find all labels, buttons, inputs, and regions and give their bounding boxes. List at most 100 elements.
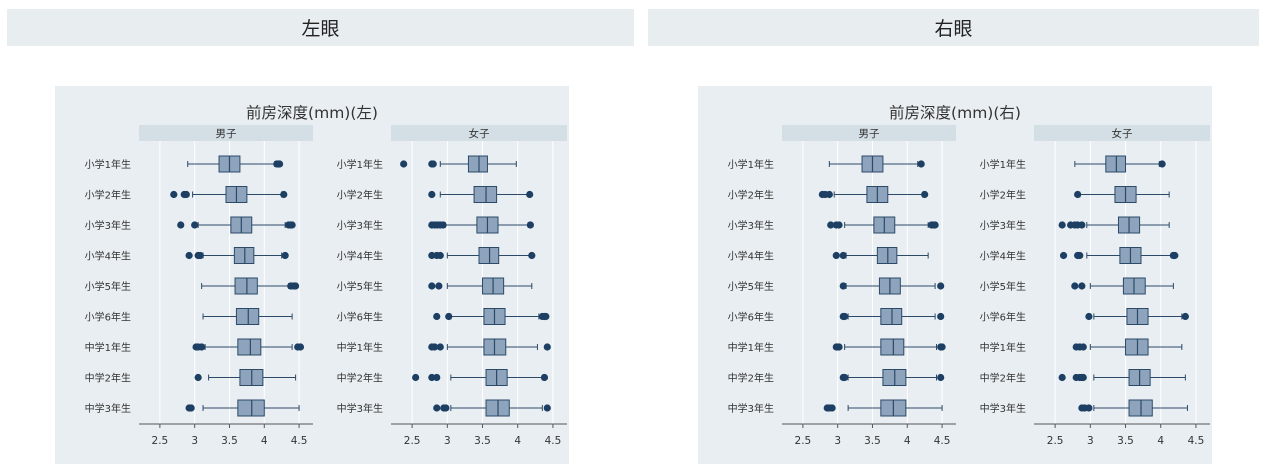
girls-category-label: 小学5年生 (980, 280, 1026, 293)
boys-panel-label: 男子 (859, 128, 880, 140)
boys-box-6 (202, 308, 293, 325)
boys-box-5 (201, 277, 300, 295)
boys-x-tick-label: 3.5 (221, 435, 238, 447)
boys-category-label: 小学5年生 (728, 280, 774, 293)
boys-category-label: 小学3年生 (85, 219, 131, 232)
outlier-point (937, 373, 945, 382)
girls-category-label: 小学2年生 (980, 189, 1026, 202)
girls-category-label: 小学1年生 (337, 158, 383, 171)
girls-x-tick-label: 4.5 (545, 435, 562, 447)
boys-category-label: 中学1年生 (728, 341, 774, 354)
girls-category-label: 中学1年生 (337, 341, 383, 354)
outlier-point (182, 190, 190, 199)
boys-box-1 (828, 155, 925, 173)
boys-box-2 (818, 186, 929, 203)
girls-category-label: 小学5年生 (337, 280, 383, 293)
outlier-point (1074, 190, 1082, 199)
outlier-point (839, 251, 847, 260)
girls-box-7 (428, 338, 551, 356)
girls-box-9 (1078, 399, 1188, 417)
boys-box-3 (177, 216, 296, 234)
outlier-point (1058, 373, 1066, 382)
girls-category-label: 小学3年生 (337, 219, 383, 232)
girls-box-8 (412, 369, 549, 386)
girls-x-tick-label: 4.5 (1188, 435, 1205, 447)
boys-box-8 (194, 369, 297, 386)
left-eye-header: 左眼 (7, 9, 634, 46)
girls-category-label: 小学6年生 (337, 311, 383, 324)
girls-category-label: 小学4年生 (337, 250, 383, 263)
girls-x-tick-label: 4 (514, 435, 521, 447)
girls-box-1 (1074, 155, 1166, 173)
girls-box-6 (433, 308, 550, 325)
boys-box-3 (827, 216, 939, 234)
boys-box-8 (839, 369, 945, 386)
boys-category-label: 小学6年生 (85, 311, 131, 324)
left-eye-boxplot-chart: 前房深度(mm)(左)男子2.5 3 3.5 4 4.5小学1年生小学2年生小学3年生小… (55, 86, 569, 464)
outlier-point (1079, 343, 1087, 351)
outlier-point (938, 343, 946, 351)
right-eye-boxplot-chart: 前房深度(mm)(右)男子2.5 3 3.5 4 4.5小学1年生小学2年生小学3年生小… (698, 86, 1212, 464)
right-eye-header: 右眼 (648, 9, 1259, 46)
girls-category-label: 中学2年生 (980, 372, 1026, 385)
girls-box-6 (1085, 308, 1189, 325)
girls-box-5 (428, 277, 533, 295)
outlier-point (921, 190, 929, 199)
boys-x-tick-label: 3 (834, 435, 841, 447)
right-eye-header-label: 右眼 (934, 18, 973, 40)
outlier-point (835, 221, 843, 229)
chart-title: 前房深度(mm)(左) (246, 104, 378, 122)
girls-box-4 (1059, 247, 1179, 264)
girls-panel-strip (391, 125, 567, 141)
boys-box-7 (192, 338, 305, 356)
boys-box-4 (832, 247, 929, 264)
boys-x-tick-label: 3 (191, 435, 198, 447)
outlier-point (292, 282, 300, 290)
outlier-point (428, 251, 436, 260)
boys-box-5 (839, 277, 945, 295)
boys-x-tick-label: 4 (904, 435, 911, 447)
outlier-point (442, 404, 450, 412)
boys-x-tick-label: 4 (261, 435, 268, 447)
outlier-point (433, 404, 441, 412)
girls-box-2 (1074, 186, 1170, 203)
boys-box-1 (187, 155, 284, 173)
outlier-point (542, 312, 550, 321)
boys-x-tick-label: 2.5 (152, 435, 169, 447)
iqr-box (235, 308, 260, 325)
outlier-point (937, 312, 945, 321)
girls-x-tick-label: 2.5 (404, 435, 421, 447)
iqr-box (233, 247, 255, 264)
outlier-point (170, 190, 178, 199)
outlier-point (1171, 251, 1179, 260)
boys-x-tick-label: 4.5 (934, 435, 951, 447)
iqr-box (880, 308, 903, 325)
outlier-point (436, 343, 444, 351)
boys-category-label: 小学3年生 (728, 219, 774, 232)
outlier-point (400, 160, 408, 168)
boys-box-4 (185, 247, 289, 264)
girls-panel-label: 女子 (1112, 127, 1133, 140)
outlier-point (435, 282, 443, 290)
outlier-point (1078, 221, 1086, 229)
boys-panel-label: 男子 (216, 128, 237, 140)
boys-box-9 (185, 399, 300, 417)
outlier-point (288, 221, 296, 229)
outlier-point (917, 160, 925, 168)
boys-category-label: 小学2年生 (728, 189, 774, 202)
outlier-point (275, 160, 284, 168)
iqr-box (234, 277, 258, 295)
outlier-point (526, 221, 534, 229)
girls-panel-strip (1034, 125, 1210, 141)
outlier-point (191, 221, 199, 229)
outlier-point (187, 404, 195, 412)
iqr-box (473, 186, 498, 203)
chart-background (698, 86, 1212, 464)
outlier-point (937, 282, 945, 290)
outlier-point (280, 190, 288, 199)
boys-box-7 (832, 338, 946, 356)
boys-category-label: 小学6年生 (728, 311, 774, 324)
boys-category-label: 中学2年生 (728, 372, 774, 385)
boys-x-tick-label: 4.5 (291, 435, 308, 447)
boys-category-label: 小学1年生 (728, 158, 774, 171)
